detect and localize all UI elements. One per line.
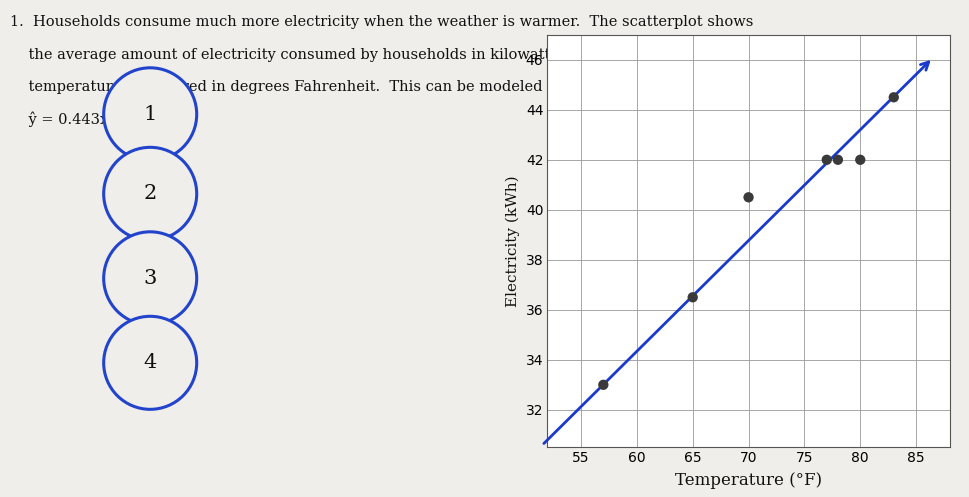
Text: the average amount of electricity consumed by households in kilowatt-hours (kWh): the average amount of electricity consum…: [10, 47, 731, 62]
Point: [886, 93, 901, 101]
Point: [819, 156, 834, 164]
Ellipse shape: [104, 232, 197, 325]
Text: ŷ = 0.443x + 7.76.: ŷ = 0.443x + 7.76.: [10, 112, 167, 127]
Ellipse shape: [104, 68, 197, 161]
Point: [853, 156, 868, 164]
Text: 3: 3: [143, 269, 157, 288]
Text: 1: 1: [143, 105, 157, 124]
Ellipse shape: [104, 316, 197, 410]
Ellipse shape: [104, 147, 197, 241]
Point: [596, 381, 611, 389]
Text: 1.  Households consume much more electricity when the weather is warmer.  The sc: 1. Households consume much more electric…: [10, 15, 753, 29]
Text: 2: 2: [143, 184, 157, 203]
Point: [830, 156, 846, 164]
X-axis label: Temperature (°F): Temperature (°F): [675, 473, 822, 490]
Point: [740, 193, 756, 201]
Y-axis label: Electricity (kWh): Electricity (kWh): [506, 175, 520, 307]
Text: 4: 4: [143, 353, 157, 372]
Point: [685, 293, 701, 301]
Text: temperatures measured in degrees Fahrenheit.  This can be modeled by the line of: temperatures measured in degrees Fahrenh…: [10, 80, 705, 93]
